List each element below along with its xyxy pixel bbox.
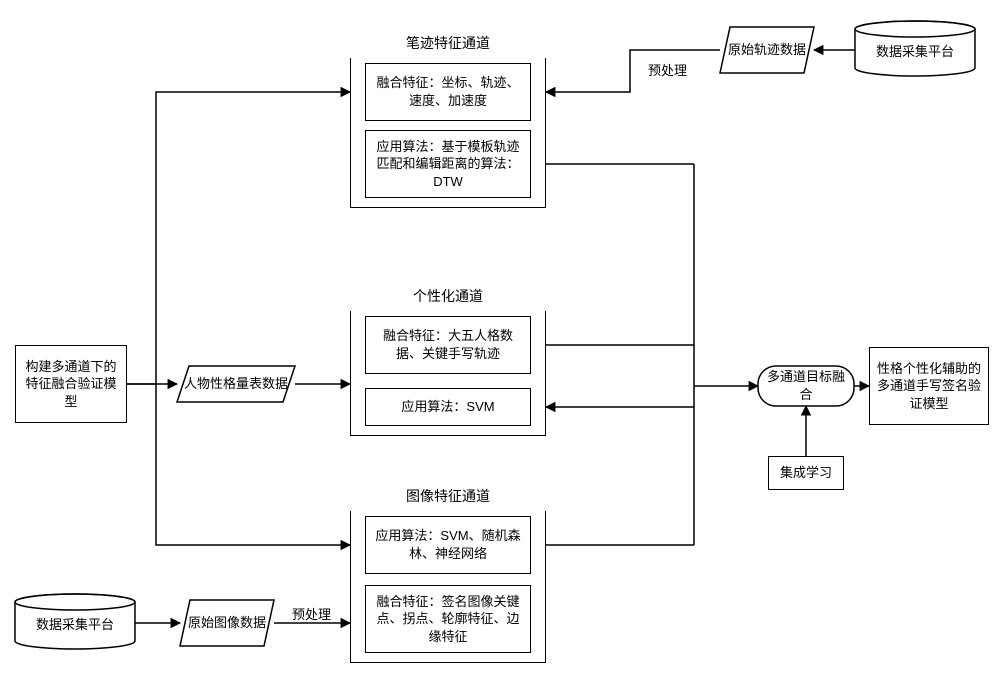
node-build_model-label: 构建多通道下的特征融合验证模型 xyxy=(22,358,120,411)
node-ch3_feat: 融合特征：签名图像关键点、拐点、轮廓特征、边缘特征 xyxy=(365,585,531,653)
diagram-canvas: 构建多通道下的特征融合验证模型 人物性格量表数据 笔迹特征通道融合特征：坐标、轨迹、… xyxy=(0,0,1000,681)
title-ch2_title: 个性化通道 xyxy=(350,281,546,311)
edge-label-preproc_bot: 预处理 xyxy=(292,604,331,623)
node-raw_image-label: 原始图像数据 xyxy=(188,614,266,632)
node-data_platform_bot-label: 数据采集平台 xyxy=(36,616,114,634)
title-ch2_title-label: 个性化通道 xyxy=(413,287,483,306)
node-ch2_alg: 应用算法：SVM xyxy=(365,388,531,426)
node-data_platform_top: 数据采集平台 xyxy=(855,21,975,76)
node-raw_traj: 原始轨迹数据 xyxy=(720,27,814,73)
node-raw_traj-label: 原始轨迹数据 xyxy=(728,41,806,59)
node-ensemble: 集成学习 xyxy=(768,456,844,490)
node-ch2_feat: 融合特征：大五人格数据、关键手写轨迹 xyxy=(365,316,531,374)
title-ch1_title-label: 笔迹特征通道 xyxy=(406,34,490,53)
node-ch1_feat: 融合特征：坐标、轨迹、速度、加速度 xyxy=(365,63,531,121)
node-ch1_alg-label: 应用算法：基于模板轨迹匹配和编辑距离的算法：DTW xyxy=(372,138,524,191)
node-ch3_alg: 应用算法：SVM、随机森林、神经网络 xyxy=(365,516,531,574)
node-output_model: 性格个性化辅助的多通道手写签名验证模型 xyxy=(869,347,989,425)
edge-label-preproc_bot-text: 预处理 xyxy=(292,607,331,622)
node-data_platform_top-label: 数据采集平台 xyxy=(876,43,954,61)
node-ch1_feat-label: 融合特征：坐标、轨迹、速度、加速度 xyxy=(372,74,524,109)
node-personality_table: 人物性格量表数据 xyxy=(177,366,295,402)
node-ch2_alg-label: 应用算法：SVM xyxy=(401,398,494,416)
edge-label-preproc_top: 预处理 xyxy=(648,60,687,79)
node-data_platform_bot: 数据采集平台 xyxy=(15,594,135,649)
node-build_model: 构建多通道下的特征融合验证模型 xyxy=(15,345,127,423)
node-personality_table-label: 人物性格量表数据 xyxy=(184,375,288,393)
title-ch3_title-label: 图像特征通道 xyxy=(406,487,490,506)
node-output_model-label: 性格个性化辅助的多通道手写签名验证模型 xyxy=(876,360,982,413)
title-ch1_title: 笔迹特征通道 xyxy=(350,28,546,58)
node-raw_image: 原始图像数据 xyxy=(180,600,274,646)
node-ensemble-label: 集成学习 xyxy=(780,464,832,482)
node-fusion: 多通道目标融合 xyxy=(758,366,854,406)
node-ch1_alg: 应用算法：基于模板轨迹匹配和编辑距离的算法：DTW xyxy=(365,130,531,198)
node-fusion-label: 多通道目标融合 xyxy=(764,368,848,403)
title-ch3_title: 图像特征通道 xyxy=(350,481,546,511)
edge-label-preproc_top-text: 预处理 xyxy=(648,63,687,78)
node-ch2_feat-label: 融合特征：大五人格数据、关键手写轨迹 xyxy=(372,327,524,362)
node-ch3_feat-label: 融合特征：签名图像关键点、拐点、轮廓特征、边缘特征 xyxy=(372,593,524,646)
node-ch3_alg-label: 应用算法：SVM、随机森林、神经网络 xyxy=(372,527,524,562)
